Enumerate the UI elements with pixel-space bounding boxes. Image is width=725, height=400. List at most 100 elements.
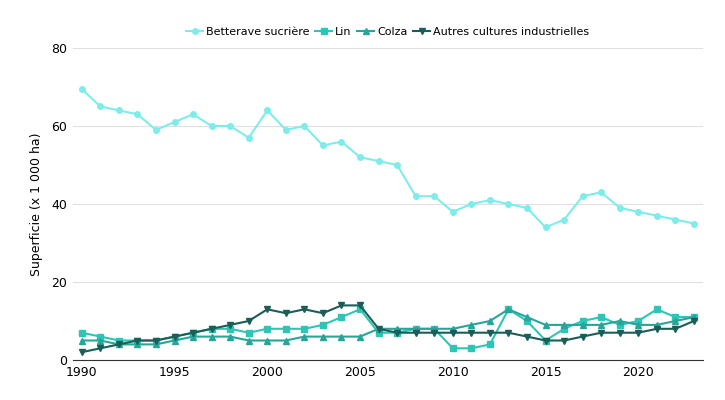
Lin — [616, 322, 624, 327]
Autres cultures industrielles — [152, 338, 160, 343]
Lin — [541, 338, 550, 343]
Autres cultures industrielles — [207, 326, 216, 331]
Lin — [225, 326, 234, 331]
Colza — [486, 318, 494, 323]
Autres cultures industrielles — [430, 330, 439, 335]
Betterave sucrière — [486, 198, 494, 202]
Betterave sucrière — [467, 202, 476, 206]
Colza — [225, 334, 234, 339]
Betterave sucrière — [652, 213, 661, 218]
Autres cultures industrielles — [504, 330, 513, 335]
Colza — [689, 315, 698, 320]
Autres cultures industrielles — [115, 342, 123, 347]
Autres cultures industrielles — [671, 326, 680, 331]
Betterave sucrière — [281, 128, 290, 132]
Colza — [467, 322, 476, 327]
Line: Betterave sucrière: Betterave sucrière — [79, 86, 697, 230]
Autres cultures industrielles — [170, 334, 179, 339]
Lin — [430, 326, 439, 331]
Betterave sucrière — [263, 108, 272, 113]
Lin — [560, 326, 568, 331]
Betterave sucrière — [337, 139, 346, 144]
Betterave sucrière — [523, 206, 531, 210]
Betterave sucrière — [356, 155, 365, 160]
Autres cultures industrielles — [449, 330, 457, 335]
Colza — [78, 338, 86, 343]
Lin — [579, 318, 587, 323]
Autres cultures industrielles — [652, 326, 661, 331]
Betterave sucrière — [188, 112, 197, 117]
Colza — [616, 318, 624, 323]
Autres cultures industrielles — [541, 338, 550, 343]
Lin — [523, 318, 531, 323]
Line: Lin: Lin — [79, 306, 697, 351]
Autres cultures industrielles — [337, 303, 346, 308]
Betterave sucrière — [244, 135, 253, 140]
Colza — [337, 334, 346, 339]
Colza — [281, 338, 290, 343]
Autres cultures industrielles — [133, 338, 142, 343]
Lin — [449, 346, 457, 351]
Autres cultures industrielles — [78, 350, 86, 355]
Betterave sucrière — [115, 108, 123, 113]
Colza — [597, 322, 605, 327]
Autres cultures industrielles — [356, 303, 365, 308]
Betterave sucrière — [541, 225, 550, 230]
Legend: Betterave sucrière, Lin, Colza, Autres cultures industrielles: Betterave sucrière, Lin, Colza, Autres c… — [184, 25, 592, 39]
Colza — [356, 334, 365, 339]
Lin — [337, 315, 346, 320]
Betterave sucrière — [560, 217, 568, 222]
Lin — [207, 326, 216, 331]
Autres cultures industrielles — [411, 330, 420, 335]
Autres cultures industrielles — [579, 334, 587, 339]
Lin — [96, 334, 104, 339]
Lin — [152, 338, 160, 343]
Colza — [133, 342, 142, 347]
Colza — [207, 334, 216, 339]
Colza — [170, 338, 179, 343]
Lin — [170, 334, 179, 339]
Autres cultures industrielles — [393, 330, 402, 335]
Betterave sucrière — [597, 190, 605, 195]
Lin — [634, 318, 642, 323]
Betterave sucrière — [225, 124, 234, 128]
Betterave sucrière — [430, 194, 439, 198]
Lin — [188, 330, 197, 335]
Colza — [152, 342, 160, 347]
Betterave sucrière — [393, 162, 402, 167]
Colza — [374, 326, 383, 331]
Colza — [671, 318, 680, 323]
Betterave sucrière — [689, 221, 698, 226]
Autres cultures industrielles — [96, 346, 104, 351]
Autres cultures industrielles — [597, 330, 605, 335]
Autres cultures industrielles — [318, 311, 327, 316]
Betterave sucrière — [207, 124, 216, 128]
Colza — [96, 338, 104, 343]
Autres cultures industrielles — [467, 330, 476, 335]
Betterave sucrière — [411, 194, 420, 198]
Line: Colza: Colza — [79, 306, 697, 347]
Autres cultures industrielles — [560, 338, 568, 343]
Colza — [523, 315, 531, 320]
Autres cultures industrielles — [281, 311, 290, 316]
Autres cultures industrielles — [225, 322, 234, 327]
Colza — [634, 322, 642, 327]
Autres cultures industrielles — [374, 326, 383, 331]
Autres cultures industrielles — [486, 330, 494, 335]
Colza — [430, 326, 439, 331]
Y-axis label: Superficie (x 1 000 ha): Superficie (x 1 000 ha) — [30, 132, 43, 276]
Colza — [393, 326, 402, 331]
Lin — [411, 326, 420, 331]
Lin — [318, 322, 327, 327]
Lin — [652, 307, 661, 312]
Lin — [504, 307, 513, 312]
Lin — [689, 315, 698, 320]
Lin — [486, 342, 494, 347]
Betterave sucrière — [579, 194, 587, 198]
Betterave sucrière — [634, 210, 642, 214]
Lin — [78, 330, 86, 335]
Betterave sucrière — [78, 86, 86, 91]
Betterave sucrière — [671, 217, 680, 222]
Autres cultures industrielles — [689, 318, 698, 323]
Colza — [541, 322, 550, 327]
